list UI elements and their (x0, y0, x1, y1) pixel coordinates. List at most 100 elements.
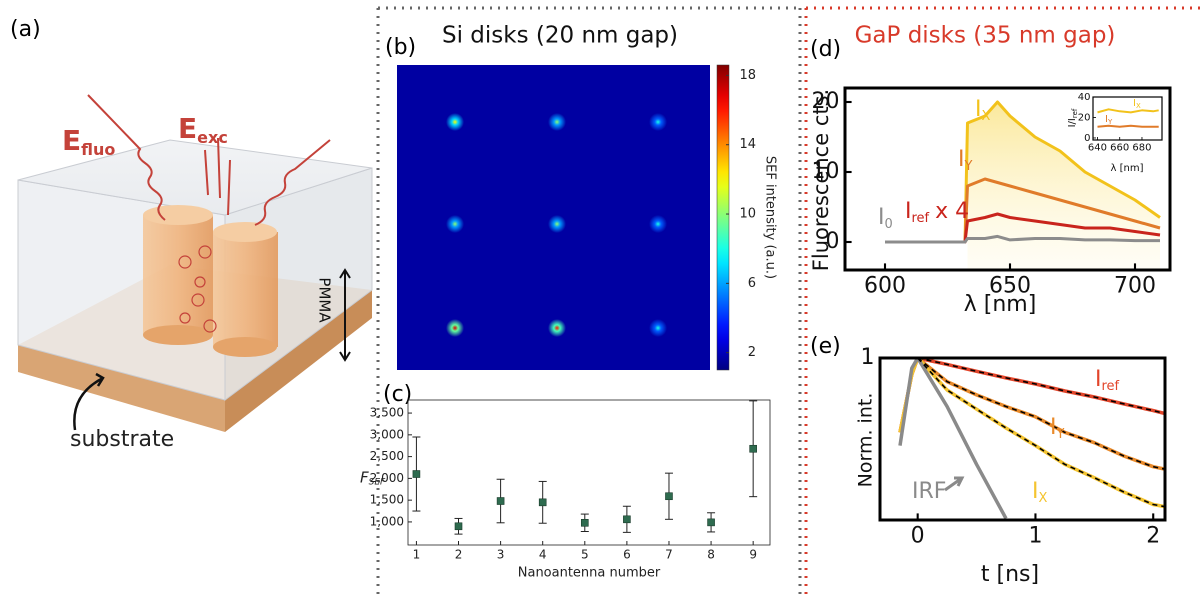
label-main: I (958, 147, 965, 172)
thickness-arrow (339, 268, 351, 362)
hot-spot (649, 113, 667, 131)
plot-frame (843, 86, 1172, 272)
plot-area (885, 100, 1161, 270)
hot-spot (548, 319, 566, 337)
header: Si disks (20 nm gap) (442, 23, 678, 49)
series-label: Iref (1095, 367, 1120, 393)
plot-frame (407, 399, 771, 546)
x-tick-label: 7 (665, 548, 673, 562)
panel-label: (a) (10, 17, 41, 42)
y-axis-label: FSEF (360, 468, 386, 487)
line (1097, 124, 1159, 128)
y-tick-label: 0 (826, 229, 840, 254)
label-main: I (1050, 415, 1057, 440)
irf-arrow (944, 476, 965, 492)
fit-line (917, 358, 1165, 508)
y-tick-label: 2,000 (370, 471, 404, 485)
label-main: I/I (1067, 118, 1078, 127)
y-axis-label: I/Iref (1067, 108, 1079, 127)
x-tick-label: 640 (1088, 143, 1107, 154)
y-tick-label: 3,500 (370, 406, 404, 420)
hot-spot (548, 113, 566, 131)
label-main: I (905, 199, 912, 224)
label-sub: Y (1056, 426, 1065, 441)
hot-spot (446, 113, 464, 131)
emitters (178, 245, 217, 333)
panel-label: (b) (385, 35, 416, 60)
y-tick-label: 1 (861, 345, 875, 370)
hot-spot (548, 215, 566, 233)
label-sub: ref (912, 210, 930, 225)
point (454, 522, 463, 531)
diagram-label: PMMA (316, 277, 334, 323)
hot-spot (649, 319, 667, 337)
point (538, 498, 547, 507)
disk (213, 232, 278, 347)
hot-spot (446, 319, 464, 337)
substrate-arrow (73, 372, 105, 431)
x-axis-label: λ [nm] (964, 292, 1037, 317)
disk (213, 337, 277, 357)
label-main: I (1095, 367, 1102, 392)
substrate-side (225, 290, 372, 432)
colorbar-tick-label: 2 (748, 345, 756, 360)
x-tick-label: 9 (749, 548, 757, 562)
x-tick-label: 1 (413, 548, 421, 562)
y-tick-label: 2,500 (370, 449, 404, 463)
point (707, 518, 715, 527)
label-sub: ref (1102, 378, 1120, 393)
hot-spot (649, 215, 667, 233)
diagram: Efluo Eexc PMMA substrate (17, 94, 373, 452)
hot-spot (446, 215, 464, 233)
series-label: IX (1133, 98, 1141, 110)
plot-frame (878, 356, 1167, 522)
series-label: IY (958, 147, 973, 173)
substrate-front (18, 345, 225, 432)
x-axis-label: Nanoantenna number (518, 566, 661, 581)
y-tick-label: 20 (1078, 112, 1091, 123)
disk (213, 222, 277, 242)
x-tick-label: 680 (1132, 143, 1151, 154)
colorbar-tick-label: 14 (739, 137, 756, 152)
diagram-label: Efluo (62, 124, 115, 159)
y-tick-label: 40 (1078, 92, 1091, 103)
header: GaP disks (35 nm gap) (855, 23, 1116, 49)
y-axis-label: Fluorescence cts. (809, 89, 833, 271)
panel-label: (e) (810, 334, 841, 359)
label-sub: 0 (885, 216, 893, 231)
colorbar (716, 64, 730, 371)
line (898, 358, 1008, 520)
panel-label: (d) (810, 37, 841, 62)
disk (143, 325, 213, 345)
series-label: Iref x 4 (905, 199, 969, 225)
point (580, 518, 589, 527)
y-tick-label: 0 (1084, 133, 1090, 144)
x-tick-label: 0 (911, 524, 925, 549)
plot-frame (1092, 96, 1163, 141)
x-tick-label: 6 (623, 548, 631, 562)
colorbar-tick-label: 18 (739, 68, 756, 83)
disk (143, 205, 213, 225)
plot-area (1097, 108, 1159, 128)
label-sub: ref (1071, 108, 1079, 118)
line (885, 234, 1160, 244)
series-label: IY (1050, 415, 1065, 441)
label-main: I (1133, 98, 1136, 109)
x-tick-label: 2 (1146, 524, 1160, 549)
x-tick-label: 700 (1114, 274, 1156, 299)
label-sub: X (1136, 102, 1141, 110)
series-label: I0 (878, 205, 893, 231)
point (496, 497, 505, 505)
emission-wave (87, 94, 166, 221)
plot-area (898, 358, 1165, 520)
x-tick-label: 600 (864, 274, 906, 299)
y-tick-label: 1,500 (370, 493, 404, 507)
label-main: I (975, 97, 982, 122)
excitation-arrow (204, 137, 231, 216)
diagram-label: Eexc (178, 112, 228, 147)
colorbar-tick-label: 6 (748, 276, 756, 291)
x-tick-label: 8 (707, 548, 715, 562)
plot-background (1093, 97, 1162, 140)
disk (143, 215, 213, 335)
